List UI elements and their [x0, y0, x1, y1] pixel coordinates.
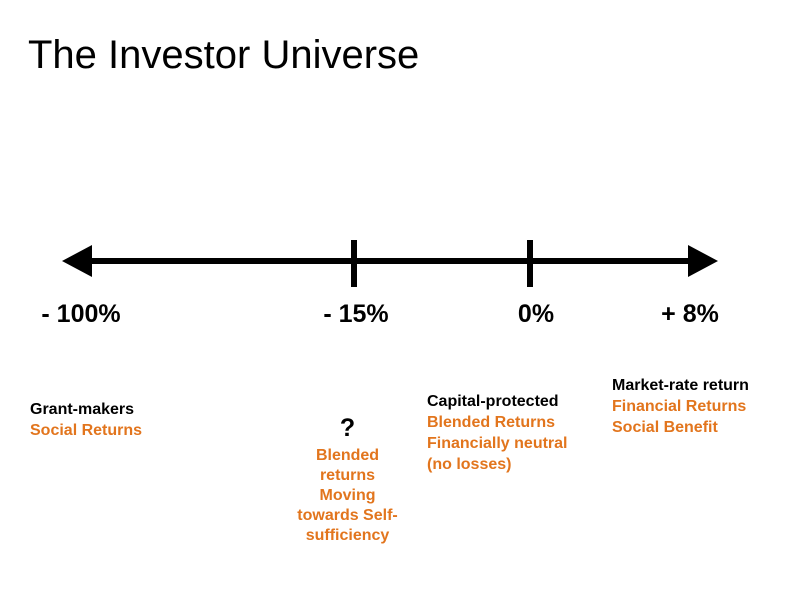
grant-makers-label: Grant-makers	[30, 401, 135, 418]
axis-label-zero: 0%	[517, 300, 555, 328]
blended-line-2: returns	[319, 467, 376, 484]
market-rate-block: Market-rate return Financial Returns Soc…	[612, 375, 749, 438]
grant-makers-block: Grant-makers Social Returns	[30, 399, 142, 441]
blended-line-3: Moving	[319, 487, 376, 504]
question-mark: ?	[339, 414, 356, 442]
axis-tick-zero	[527, 240, 533, 287]
axis-tick-minus15	[351, 240, 357, 287]
blended-line-5: sufficiency	[305, 527, 390, 544]
capital-blended-returns-label: Blended Returns	[427, 414, 556, 431]
axis-label-plus8: + 8%	[661, 300, 719, 328]
right-arrowhead-icon	[688, 245, 718, 277]
social-benefit-label: Social Benefit	[612, 419, 718, 436]
market-rate-return-label: Market-rate return	[612, 377, 749, 394]
capital-protected-block: Capital-protected Blended Returns Financ…	[427, 391, 567, 475]
capital-protected-label: Capital-protected	[427, 393, 559, 410]
blended-line-1: Blended	[315, 447, 380, 464]
axis-label-minus15: - 15%	[323, 300, 389, 328]
axis-line	[80, 258, 702, 264]
blended-line-4: towards Self-	[297, 507, 398, 524]
blended-returns-block: ? Blended returns Moving towards Self- s…	[250, 414, 445, 546]
financial-returns-label: Financial Returns	[612, 398, 747, 415]
financially-neutral-label: Financially neutral	[427, 435, 568, 452]
no-losses-label: (no losses)	[427, 456, 512, 473]
left-arrowhead-icon	[62, 245, 92, 277]
social-returns-label: Social Returns	[30, 422, 143, 439]
axis-label-minus100: - 100%	[41, 300, 121, 328]
slide-title: The Investor Universe	[28, 33, 420, 77]
